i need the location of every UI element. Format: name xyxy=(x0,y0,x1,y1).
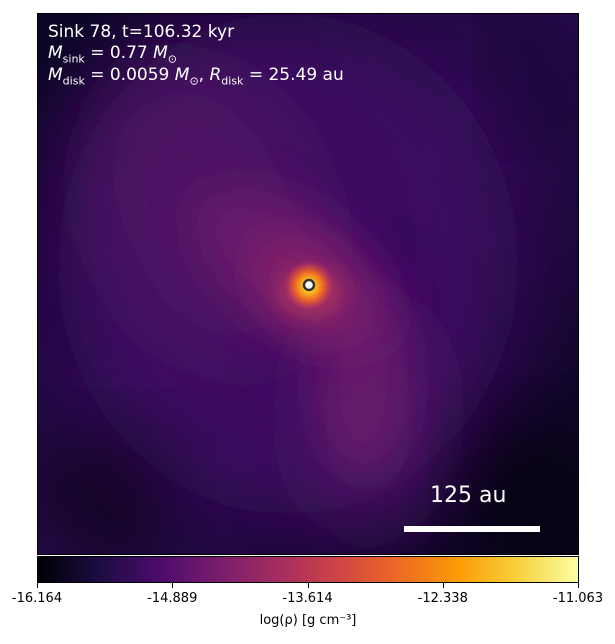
msink-symbol: M xyxy=(48,43,63,63)
mdisk-sub: disk xyxy=(62,74,85,88)
mdisk-symbol: M xyxy=(48,65,63,85)
mdisk-value: = 0.0059 xyxy=(84,65,175,85)
mdisk-unit: M xyxy=(174,65,190,85)
disk-line: Mdisk = 0.0059 M⊙, Rdisk = 25.49 au xyxy=(48,65,344,91)
colorbar-tick-label: -13.614 xyxy=(282,591,333,606)
sink-title: Sink 78, t=106.32 kyr xyxy=(48,22,235,42)
comma: , xyxy=(198,65,210,85)
colorbar-tick xyxy=(172,583,174,588)
colorbar-tick-label: -12.338 xyxy=(417,591,468,606)
rdisk-symbol: R xyxy=(209,65,222,85)
colorbar-tick xyxy=(307,583,309,588)
rdisk-sub: disk xyxy=(221,74,244,88)
colorbar xyxy=(37,556,579,583)
colorbar-tick xyxy=(442,583,444,588)
msink-unit-sub: ⊙ xyxy=(167,52,178,66)
colorbar-tick xyxy=(37,583,38,588)
density-map: Sink 78, t=106.32 kyr Msink = 0.77 M⊙ Md… xyxy=(37,13,579,555)
mdisk-unit-sub: ⊙ xyxy=(189,74,199,88)
density-image xyxy=(38,14,578,554)
msink-sub: sink xyxy=(62,52,85,66)
rdisk-value: = 25.49 au xyxy=(243,65,344,85)
colorbar-tick-label: -16.164 xyxy=(11,591,63,606)
colorbar-tick xyxy=(578,583,579,588)
colorbar-label: log(ρ) [g cm⁻³] xyxy=(259,613,357,628)
colorbar-tick-label: -11.063 xyxy=(552,591,604,606)
msink-value: = 0.77 xyxy=(84,43,154,63)
scale-bar-label: 125 au xyxy=(430,483,507,508)
colorbar-tick-label: -14.889 xyxy=(147,591,198,606)
scale-bar xyxy=(404,526,540,532)
msink-unit: M xyxy=(153,43,168,63)
sink-mass-line: Msink = 0.77 M⊙ xyxy=(48,43,177,69)
